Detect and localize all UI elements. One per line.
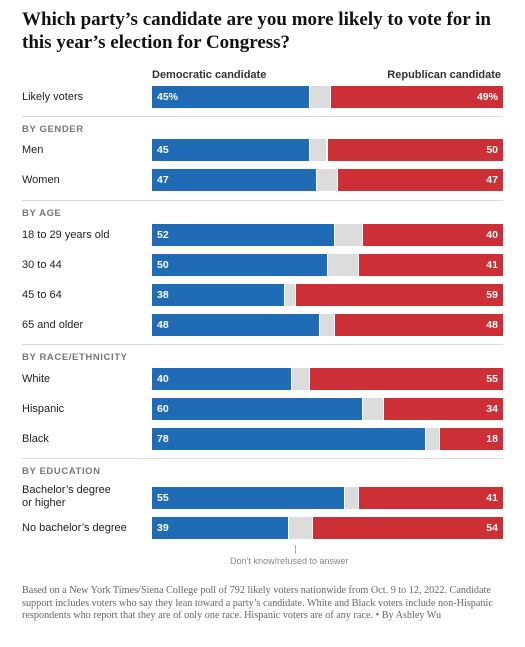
section-label-by-gender: BY GENDER [22,124,84,135]
data-label-democratic: 47 [157,174,169,186]
dont-know-pointer [295,545,296,554]
bar-30-to-44: 50 41 [152,254,503,276]
bar-men: 45 50 [152,139,503,161]
row-label-black: Black [22,433,49,445]
data-label-republican: 47 [486,174,498,186]
dont-know-note: Don’t know/refused to answer [230,556,349,566]
data-label-democratic: 78 [157,433,169,445]
data-label-republican: 18 [486,433,498,445]
bar-bachelor-s-degree-or-higher: 55 41 [152,487,503,509]
bar-segment-dont-know [320,314,334,336]
data-label-democratic: 40 [157,373,169,385]
bar-segment-democratic: 52 [152,224,334,246]
section-divider [22,116,503,117]
bar-segment-dont-know [309,86,330,108]
data-label-democratic: 50 [157,259,169,271]
data-label-republican: 48 [486,319,498,331]
data-label-republican: 55 [486,373,498,385]
bar-no-bachelor-s-degree: 39 54 [152,517,503,539]
bar-likely-voters: 45% 49% [152,86,503,108]
bar-segment-dont-know [327,254,359,276]
bar-segment-republican: 59 [295,284,503,306]
bar-segment-republican: 48 [334,314,503,336]
bar-black: 78 18 [152,428,503,450]
data-label-republican: 34 [486,403,498,415]
row-label-65-and-older: 65 and older [22,319,84,331]
row-label-18-to-29-years-old: 18 to 29 years old [22,229,110,241]
section-divider [22,344,503,345]
bar-segment-democratic: 48 [152,314,320,336]
section-divider [22,458,503,459]
bar-segment-dont-know [425,428,439,450]
data-label-democratic: 52 [157,229,169,241]
row-label-bachelor-s-degree-or-higher: Bachelor’s degree or higher [22,484,111,509]
data-label-democratic: 48 [157,319,169,331]
democratic-column-header: Democratic candidate [152,69,267,81]
bar-segment-dont-know [309,139,327,161]
data-label-democratic: 39 [157,522,169,534]
bar-segment-democratic: 45 [152,139,309,161]
data-label-republican: 54 [486,522,498,534]
bar-segment-republican: 54 [313,517,503,539]
data-label-republican: 41 [486,259,498,271]
bar-segment-democratic: 39 [152,517,288,539]
chart-title: Which party’s candidate are you more lik… [22,9,491,53]
row-label-no-bachelor-s-degree: No bachelor’s degree [22,522,127,534]
data-label-republican: 50 [486,144,498,156]
row-label-45-to-64: 45 to 64 [22,289,62,301]
bar-segment-republican: 40 [362,224,503,246]
data-label-democratic: 45 [157,144,169,156]
bar-segment-dont-know [292,368,309,390]
bar-segment-republican: 55 [309,368,503,390]
row-label-women: Women [22,174,60,186]
data-label-republican: 49% [476,91,498,103]
bar-white: 40 55 [152,368,503,390]
bar-segment-republican: 18 [439,428,503,450]
data-label-republican: 41 [486,492,498,504]
bar-18-to-29-years-old: 52 40 [152,224,503,246]
data-label-democratic: 55 [157,492,169,504]
section-label-by-race-ethnicity: BY RACE/ETHNICITY [22,352,128,363]
data-label-democratic: 60 [157,403,169,415]
section-label-by-age: BY AGE [22,208,62,219]
bar-segment-republican: 41 [359,254,503,276]
republican-column-header: Republican candidate [387,69,501,81]
bar-segment-republican: 50 [327,139,503,161]
section-label-by-education: BY EDUCATION [22,466,101,477]
row-label-30-to-44: 30 to 44 [22,259,62,271]
data-label-republican: 59 [486,289,498,301]
row-label-men: Men [22,144,44,156]
bar-segment-democratic: 38 [152,284,285,306]
bar-segment-republican: 47 [338,169,503,191]
data-label-democratic: 38 [157,289,169,301]
bar-segment-dont-know [345,487,359,509]
bar-segment-democratic: 60 [152,398,362,420]
row-label-likely-voters: Likely voters [22,91,84,103]
bar-segment-republican: 41 [359,487,503,509]
bar-hispanic: 60 34 [152,398,503,420]
bar-segment-democratic: 40 [152,368,292,390]
bar-segment-democratic: 47 [152,169,316,191]
data-label-democratic: 45% [157,91,179,103]
bar-segment-republican: 49% [331,86,503,108]
bar-women: 47 47 [152,169,503,191]
footnote: Based on a New York Times/Siena College … [22,585,493,621]
bar-segment-dont-know [334,224,362,246]
row-label-white: White [22,373,51,385]
bar-segment-dont-know [288,517,313,539]
bar-segment-democratic: 78 [152,428,425,450]
bar-segment-republican: 34 [383,398,503,420]
bar-segment-dont-know [362,398,383,420]
bar-45-to-64: 38 59 [152,284,503,306]
bar-segment-dont-know [285,284,295,306]
bar-segment-dont-know [316,169,338,191]
bar-segment-democratic: 45% [152,86,309,108]
section-divider [22,200,503,201]
row-label-hispanic: Hispanic [22,403,65,415]
bar-65-and-older: 48 48 [152,314,503,336]
bar-segment-democratic: 50 [152,254,327,276]
bar-segment-democratic: 55 [152,487,345,509]
data-label-republican: 40 [486,229,498,241]
